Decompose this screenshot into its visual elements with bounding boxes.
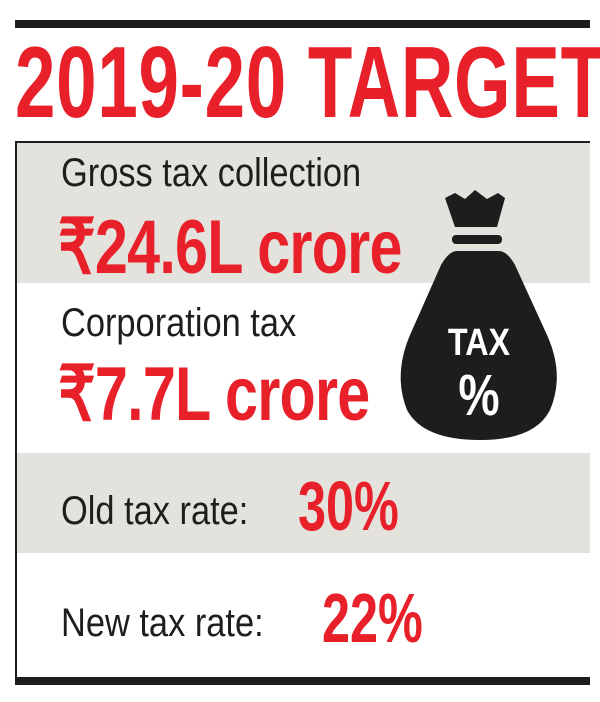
bag-label-tax: TAX bbox=[448, 322, 511, 364]
bag-top bbox=[445, 190, 505, 227]
corporation-label: Corporation tax bbox=[61, 301, 297, 345]
money-bag-icon: TAX % bbox=[400, 190, 557, 440]
gross-value: ₹24.6L crore bbox=[58, 205, 402, 290]
old-rate-label: Old tax rate: bbox=[61, 489, 249, 533]
info-box bbox=[15, 141, 590, 685]
page-title: 2019-20 TARGET bbox=[15, 27, 600, 139]
bag-body bbox=[400, 251, 557, 440]
bottom-rule bbox=[15, 677, 590, 685]
gross-label: Gross tax collection bbox=[61, 151, 362, 195]
bag-label-percent: % bbox=[458, 363, 499, 428]
new-rate-label: New tax rate: bbox=[61, 601, 264, 645]
old-rate-panel bbox=[17, 453, 590, 553]
bag-tie bbox=[452, 235, 502, 244]
corporation-value: ₹7.7L crore bbox=[58, 352, 370, 437]
top-rule bbox=[15, 20, 590, 28]
new-rate-value: 22% bbox=[322, 579, 423, 657]
old-rate-value: 30% bbox=[298, 467, 399, 545]
